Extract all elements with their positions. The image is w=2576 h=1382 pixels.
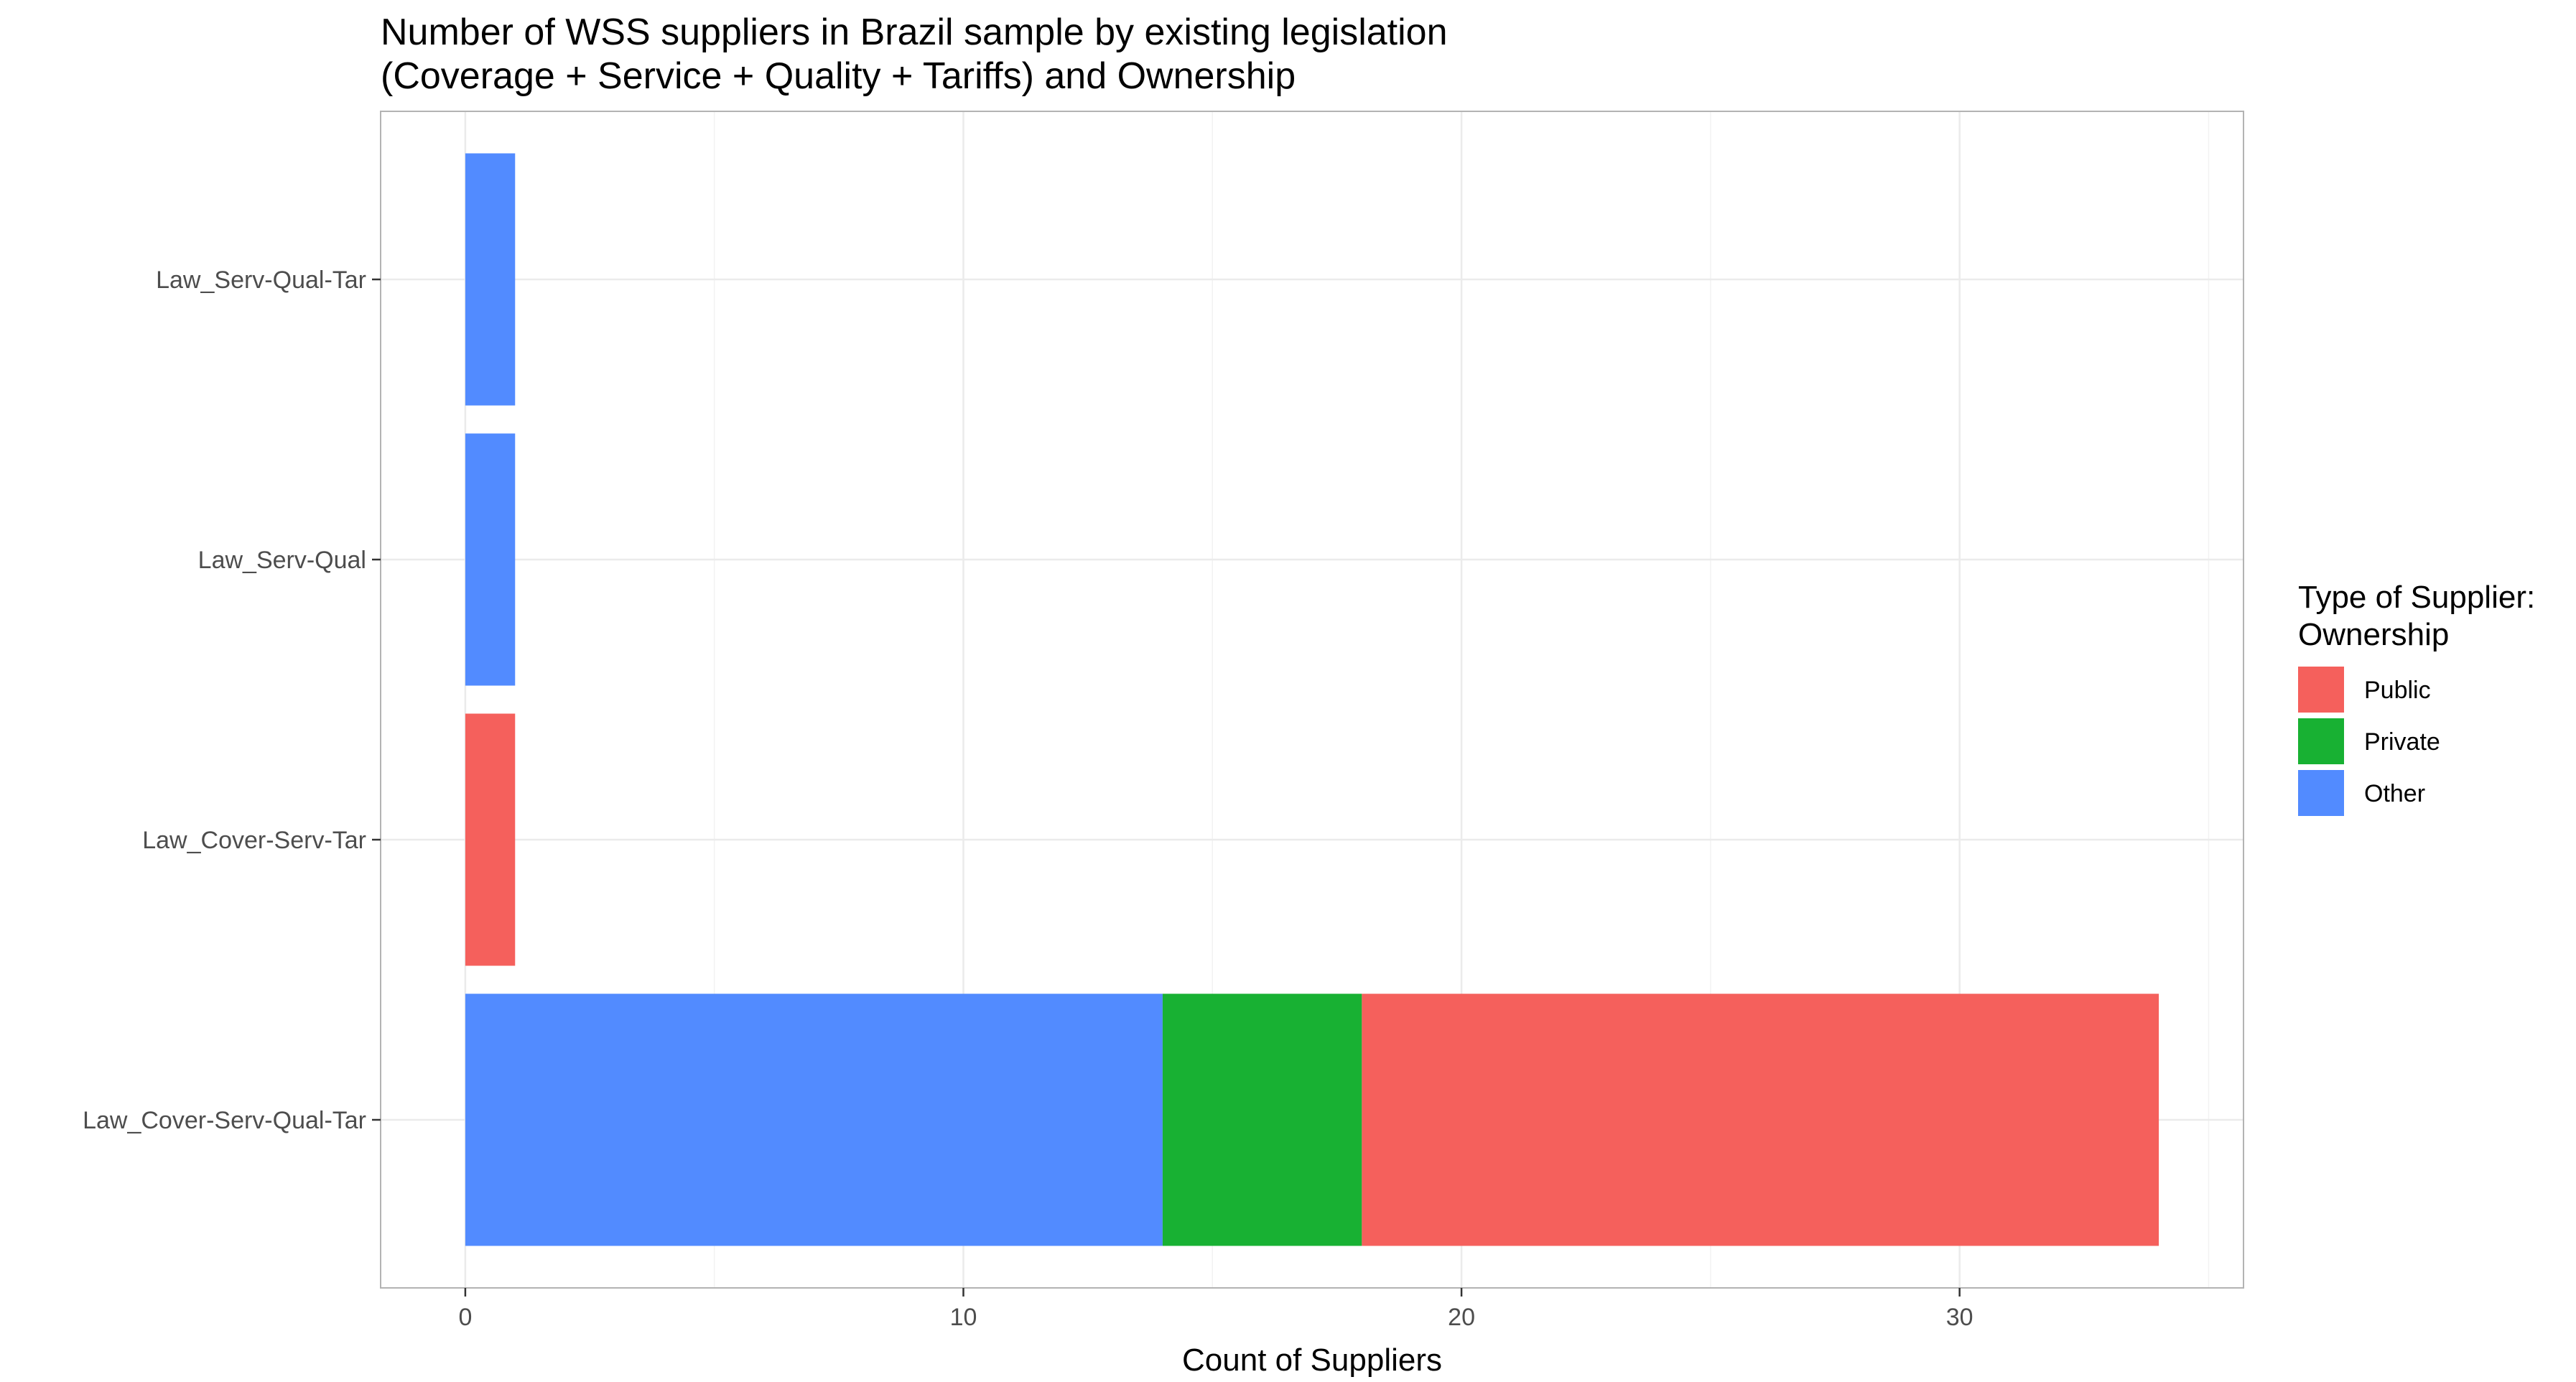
x-tick-label: 30 — [1946, 1304, 1973, 1331]
chart-title: Number of WSS suppliers in Brazil sample… — [381, 11, 1448, 97]
x-axis: 0 10 20 30 — [458, 1288, 1973, 1331]
y-axis: Law_Cover-Serv-Qual-Tar Law_Cover-Serv-Ta… — [83, 266, 381, 1134]
x-tick-label: 20 — [1448, 1304, 1475, 1331]
legend-label-public: Public — [2364, 677, 2431, 704]
bar-private — [1162, 993, 1362, 1246]
x-tick-label: 10 — [950, 1304, 977, 1331]
plot-panel-border — [380, 111, 2244, 1289]
bars — [465, 153, 2159, 1246]
legend-key-private — [2298, 718, 2344, 764]
legend-label-private: Private — [2364, 728, 2440, 756]
bar-public — [465, 713, 516, 966]
y-tick-label: Law_Cover-Serv-Qual-Tar — [83, 1107, 366, 1134]
y-tick-label: Law_Serv-Qual — [198, 547, 366, 574]
legend-key-other — [2298, 770, 2344, 816]
legend-key-public — [2298, 667, 2344, 713]
legend-title-line-1: Type of Supplier: — [2298, 580, 2535, 615]
legend-label-other: Other — [2364, 780, 2425, 807]
bar-public — [1362, 993, 2159, 1246]
y-tick-label: Law_Cover-Serv-Tar — [142, 827, 366, 854]
y-tick-label: Law_Serv-Qual-Tar — [156, 266, 366, 294]
x-tick-label: 0 — [458, 1304, 472, 1331]
bar-other — [465, 433, 516, 686]
bar-other — [465, 993, 1163, 1246]
chart-title-line-1: Number of WSS suppliers in Brazil sample… — [381, 11, 1448, 53]
x-axis-title: Count of Suppliers — [1182, 1342, 1442, 1378]
chart-title-line-2: (Coverage + Service + Quality + Tariffs)… — [381, 55, 1296, 97]
bar-other — [465, 153, 516, 406]
legend-title-line-2: Ownership — [2298, 617, 2449, 652]
legend: Type of Supplier: Ownership Public Privat… — [2298, 580, 2535, 816]
